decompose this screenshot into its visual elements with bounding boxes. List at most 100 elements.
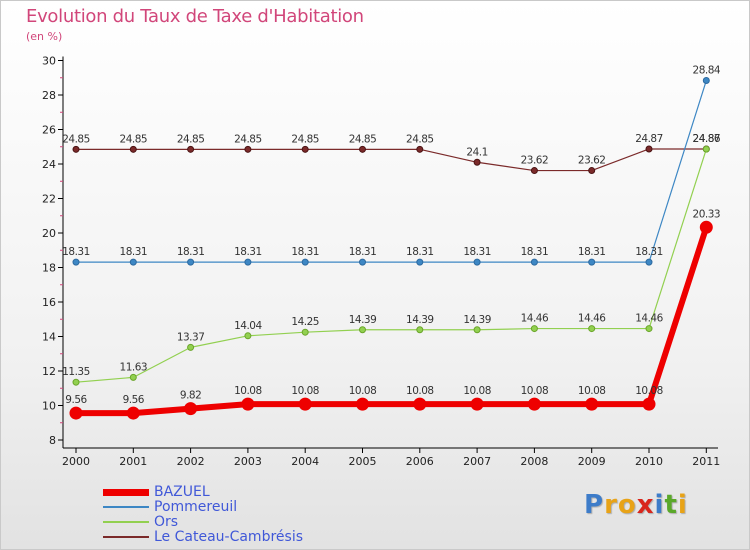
x-tick-label: 2005 — [349, 455, 377, 468]
legend-item-ors: Ors — [103, 514, 178, 530]
data-point-le-cateau-cambr-sis — [187, 145, 195, 153]
data-label-ors: 14.46 — [578, 313, 606, 325]
data-label-le-cateau-cambr-sis: 23.62 — [578, 155, 606, 167]
legend-label-ors: Ors — [154, 514, 179, 530]
logo-letter: r — [604, 490, 618, 520]
data-label-pommereuil: 18.31 — [234, 246, 262, 258]
data-label-ors: 24.86 — [693, 133, 721, 145]
y-tick-label: 28 — [42, 89, 56, 102]
data-label-pommereuil: 28.84 — [693, 65, 721, 77]
data-point-le-cateau-cambr-sis — [359, 145, 366, 153]
data-label-le-cateau-cambr-sis: 24.1 — [466, 146, 487, 158]
legend-label-le-cateau: Le Cateau-Cambrésis — [154, 529, 303, 545]
data-label-pommereuil: 18.31 — [521, 246, 549, 258]
data-point-bazuel — [413, 397, 427, 411]
data-point-le-cateau-cambr-sis — [588, 167, 596, 175]
data-label-pommereuil: 18.31 — [177, 246, 205, 258]
chart-subtitle: (en %) — [26, 30, 63, 43]
data-point-ors — [72, 378, 80, 386]
data-point-le-cateau-cambr-sis — [244, 145, 252, 153]
proxiti-logo: Proxiti — [584, 490, 688, 520]
data-label-bazuel: 9.56 — [65, 394, 87, 406]
data-label-ors: 14.39 — [406, 314, 434, 326]
data-point-le-cateau-cambr-sis — [473, 158, 481, 166]
series-line-le-cateau-cambr-sis — [76, 148, 707, 172]
x-tick-label: 2009 — [578, 455, 606, 468]
chart-title: Evolution du Taux de Taxe d'Habitation — [26, 6, 364, 27]
y-tick-label: 18 — [42, 262, 56, 275]
data-label-bazuel: 10.08 — [234, 385, 262, 397]
legend-item-le-cateau: Le Cateau-Cambrésis — [103, 529, 303, 545]
y-tick-label: 26 — [42, 124, 56, 137]
y-tick-label: 16 — [42, 296, 56, 309]
x-tick-label: 2008 — [520, 455, 548, 468]
data-point-pommereuil — [187, 258, 195, 266]
data-point-bazuel — [69, 406, 83, 420]
data-label-pommereuil: 18.31 — [349, 246, 377, 258]
data-point-ors — [244, 332, 252, 340]
data-label-pommereuil: 18.31 — [463, 246, 491, 258]
x-tick-label: 2002 — [177, 455, 205, 468]
x-tick-label: 2000 — [62, 455, 90, 468]
data-point-le-cateau-cambr-sis — [129, 145, 137, 153]
data-label-pommereuil: 18.31 — [120, 246, 148, 258]
series-line-bazuel — [76, 226, 710, 417]
data-point-ors — [129, 373, 137, 381]
data-point-ors — [702, 145, 710, 153]
data-label-ors: 11.63 — [120, 361, 148, 373]
data-label-bazuel: 10.08 — [578, 385, 606, 397]
data-point-bazuel — [241, 397, 255, 411]
data-point-pommereuil — [359, 258, 366, 266]
series-line-ors — [75, 148, 707, 383]
data-point-le-cateau-cambr-sis — [301, 145, 309, 153]
data-label-bazuel: 10.08 — [521, 385, 549, 397]
data-point-ors — [301, 328, 309, 336]
y-tick-label: 14 — [42, 331, 56, 344]
data-label-le-cateau-cambr-sis: 24.85 — [406, 133, 434, 145]
x-tick-label: 2011 — [692, 455, 720, 468]
data-label-le-cateau-cambr-sis: 23.62 — [521, 155, 549, 167]
data-label-ors: 14.46 — [521, 313, 549, 325]
logo-letter: t — [664, 490, 678, 520]
logo-letter: P — [584, 490, 605, 520]
data-point-pommereuil — [645, 258, 653, 266]
data-label-le-cateau-cambr-sis: 24.85 — [62, 133, 90, 145]
data-label-le-cateau-cambr-sis: 24.87 — [635, 133, 663, 145]
data-label-le-cateau-cambr-sis: 24.85 — [349, 133, 377, 145]
data-point-pommereuil — [129, 258, 137, 266]
data-point-bazuel — [356, 397, 369, 411]
y-tick-label: 24 — [42, 158, 56, 171]
data-point-bazuel — [699, 220, 713, 234]
data-label-ors: 13.37 — [177, 331, 205, 343]
data-point-bazuel — [470, 397, 484, 411]
data-label-bazuel: 10.08 — [349, 385, 377, 397]
x-tick-label: 2006 — [406, 455, 434, 468]
data-label-bazuel: 10.08 — [291, 385, 319, 397]
data-label-bazuel: 10.08 — [406, 385, 434, 397]
data-point-ors — [416, 326, 424, 334]
legend-swatch-le-cateau — [103, 536, 149, 538]
data-point-le-cateau-cambr-sis — [416, 145, 424, 153]
data-point-ors — [588, 325, 596, 333]
data-point-pommereuil — [244, 258, 252, 266]
y-tick-label: 22 — [42, 193, 56, 206]
data-point-bazuel — [527, 397, 541, 411]
data-label-ors: 14.39 — [463, 314, 491, 326]
legend-item-pommereuil: Pommereuil — [103, 499, 237, 515]
data-label-bazuel: 9.82 — [180, 390, 201, 402]
data-point-bazuel — [642, 397, 656, 411]
x-tick-label: 2010 — [635, 455, 663, 468]
data-point-le-cateau-cambr-sis — [72, 145, 80, 153]
logo-letter: i — [654, 490, 665, 520]
y-tick-label: 30 — [42, 55, 56, 68]
data-point-pommereuil — [72, 258, 80, 266]
data-label-le-cateau-cambr-sis: 24.85 — [177, 133, 205, 145]
data-point-bazuel — [585, 397, 599, 411]
data-point-pommereuil — [301, 258, 309, 266]
data-label-le-cateau-cambr-sis: 24.85 — [291, 133, 319, 145]
data-point-bazuel — [126, 406, 140, 420]
series-line-pommereuil — [76, 80, 707, 263]
data-label-ors: 14.39 — [349, 314, 377, 326]
data-point-ors — [187, 343, 195, 351]
